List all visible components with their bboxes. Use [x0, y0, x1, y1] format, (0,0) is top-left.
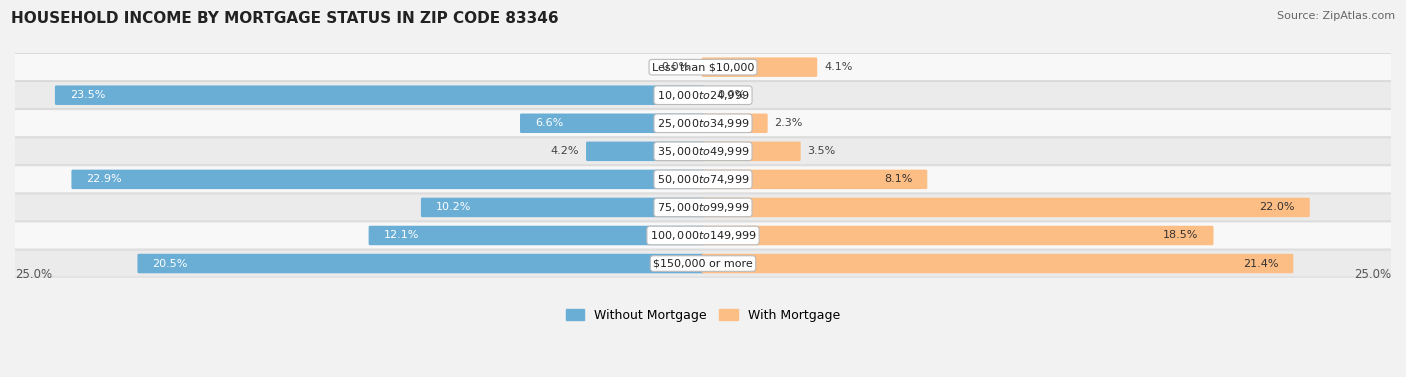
Text: 21.4%: 21.4%	[1243, 259, 1278, 268]
Legend: Without Mortgage, With Mortgage: Without Mortgage, With Mortgage	[561, 304, 845, 327]
Text: 22.9%: 22.9%	[87, 175, 122, 184]
Text: 3.5%: 3.5%	[807, 146, 835, 156]
Text: $100,000 to $149,999: $100,000 to $149,999	[650, 229, 756, 242]
FancyBboxPatch shape	[702, 170, 928, 189]
Text: 25.0%: 25.0%	[15, 268, 52, 281]
FancyBboxPatch shape	[702, 142, 800, 161]
Text: $35,000 to $49,999: $35,000 to $49,999	[657, 145, 749, 158]
Text: 18.5%: 18.5%	[1163, 230, 1198, 241]
FancyBboxPatch shape	[14, 110, 1392, 137]
FancyBboxPatch shape	[368, 226, 704, 245]
FancyBboxPatch shape	[14, 54, 1392, 81]
FancyBboxPatch shape	[702, 113, 768, 133]
FancyBboxPatch shape	[14, 138, 1392, 165]
Text: Less than $10,000: Less than $10,000	[652, 62, 754, 72]
Text: 0.0%: 0.0%	[661, 62, 689, 72]
FancyBboxPatch shape	[520, 113, 704, 133]
Text: 4.1%: 4.1%	[824, 62, 852, 72]
Text: 2.3%: 2.3%	[775, 118, 803, 128]
Text: 20.5%: 20.5%	[153, 259, 188, 268]
FancyBboxPatch shape	[14, 222, 1392, 249]
Text: $10,000 to $24,999: $10,000 to $24,999	[657, 89, 749, 102]
Text: 12.1%: 12.1%	[384, 230, 419, 241]
FancyBboxPatch shape	[14, 166, 1392, 193]
FancyBboxPatch shape	[14, 82, 1392, 109]
FancyBboxPatch shape	[702, 57, 817, 77]
FancyBboxPatch shape	[14, 250, 1392, 277]
FancyBboxPatch shape	[420, 198, 704, 217]
Text: 6.6%: 6.6%	[536, 118, 564, 128]
Text: 10.2%: 10.2%	[436, 202, 471, 212]
Text: 0.0%: 0.0%	[717, 90, 745, 100]
Text: $25,000 to $34,999: $25,000 to $34,999	[657, 117, 749, 130]
Text: $75,000 to $99,999: $75,000 to $99,999	[657, 201, 749, 214]
FancyBboxPatch shape	[72, 170, 704, 189]
FancyBboxPatch shape	[138, 254, 704, 273]
Text: 22.0%: 22.0%	[1260, 202, 1295, 212]
Text: HOUSEHOLD INCOME BY MORTGAGE STATUS IN ZIP CODE 83346: HOUSEHOLD INCOME BY MORTGAGE STATUS IN Z…	[11, 11, 558, 26]
FancyBboxPatch shape	[702, 254, 1294, 273]
FancyBboxPatch shape	[586, 142, 704, 161]
Text: $150,000 or more: $150,000 or more	[654, 259, 752, 268]
FancyBboxPatch shape	[55, 86, 704, 105]
Text: 8.1%: 8.1%	[884, 175, 912, 184]
Text: 25.0%: 25.0%	[1354, 268, 1391, 281]
FancyBboxPatch shape	[14, 194, 1392, 221]
Text: $50,000 to $74,999: $50,000 to $74,999	[657, 173, 749, 186]
Text: 4.2%: 4.2%	[551, 146, 579, 156]
FancyBboxPatch shape	[702, 226, 1213, 245]
Text: Source: ZipAtlas.com: Source: ZipAtlas.com	[1277, 11, 1395, 21]
Text: 23.5%: 23.5%	[70, 90, 105, 100]
FancyBboxPatch shape	[702, 198, 1310, 217]
